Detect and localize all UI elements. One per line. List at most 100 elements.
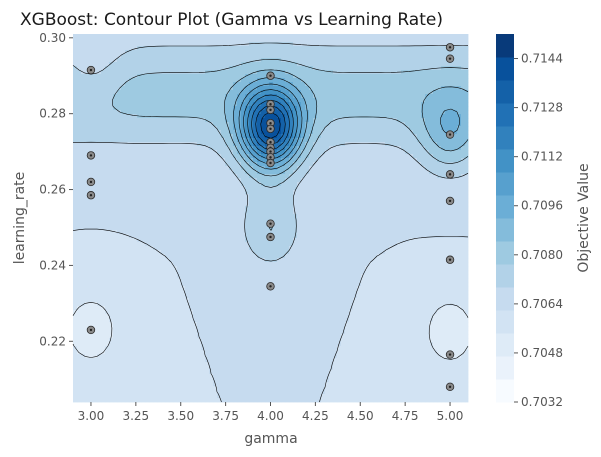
contour-cell bbox=[125, 278, 130, 283]
contour-cell bbox=[177, 346, 182, 351]
contour-cell bbox=[73, 354, 78, 359]
contour-cell bbox=[161, 38, 166, 43]
contour-cell bbox=[141, 398, 146, 403]
contour-cell bbox=[77, 154, 82, 159]
contour-cell bbox=[197, 210, 202, 215]
contour-cell bbox=[193, 354, 198, 359]
contour-cell bbox=[181, 298, 186, 303]
contour-cell bbox=[141, 122, 146, 127]
contour-cell bbox=[157, 262, 162, 267]
contour-cell bbox=[245, 278, 250, 283]
contour-cell bbox=[77, 82, 82, 87]
contour-cell bbox=[129, 106, 134, 111]
contour-cell bbox=[221, 114, 226, 119]
contour-cell bbox=[157, 130, 162, 135]
contour-cell bbox=[141, 202, 146, 207]
contour-cell bbox=[189, 226, 194, 231]
contour-cell bbox=[185, 170, 190, 175]
contour-cell bbox=[169, 66, 174, 71]
contour-cell bbox=[261, 98, 266, 103]
contour-cell bbox=[161, 98, 166, 103]
contour-cell bbox=[197, 126, 202, 131]
contour-cell bbox=[113, 354, 118, 359]
contour-cell bbox=[241, 134, 246, 139]
contour-cell bbox=[77, 222, 82, 227]
contour-cell bbox=[185, 154, 190, 159]
contour-cell bbox=[201, 270, 206, 275]
contour-cell bbox=[257, 134, 262, 139]
contour-cell bbox=[185, 162, 190, 167]
contour-cell bbox=[129, 258, 134, 263]
contour-cell bbox=[193, 346, 198, 351]
contour-cell bbox=[161, 186, 166, 191]
contour-cell bbox=[153, 34, 158, 39]
contour-cell bbox=[153, 182, 158, 187]
contour-cell bbox=[145, 322, 150, 327]
contour-cell bbox=[213, 354, 218, 359]
contour-cell bbox=[233, 94, 238, 99]
contour-cell bbox=[205, 326, 210, 331]
contour-cell bbox=[77, 182, 82, 187]
contour-cell bbox=[185, 106, 190, 111]
contour-cell bbox=[233, 390, 238, 395]
contour-cell bbox=[141, 90, 146, 95]
contour-cell bbox=[161, 206, 166, 211]
contour-cell bbox=[181, 370, 186, 375]
contour-cell bbox=[177, 130, 182, 135]
contour-cell bbox=[117, 98, 122, 103]
contour-cell bbox=[217, 242, 222, 247]
contour-cell bbox=[213, 66, 218, 71]
contour-cell bbox=[249, 166, 254, 171]
contour-cell bbox=[169, 346, 174, 351]
contour-cell bbox=[249, 374, 254, 379]
contour-cell bbox=[77, 210, 82, 215]
contour-cell bbox=[193, 378, 198, 383]
contour-cell bbox=[277, 210, 282, 215]
contour-cell bbox=[217, 54, 222, 59]
contour-cell bbox=[285, 270, 290, 275]
contour-cell bbox=[161, 310, 166, 315]
contour-cell bbox=[121, 90, 126, 95]
contour-cell bbox=[229, 290, 234, 295]
contour-cell bbox=[225, 174, 230, 179]
contour-cell bbox=[201, 326, 206, 331]
contour-cell bbox=[125, 366, 130, 371]
contour-cell bbox=[193, 374, 198, 379]
contour-cell bbox=[129, 142, 134, 147]
contour-cell bbox=[285, 370, 290, 375]
contour-cell bbox=[149, 158, 154, 163]
contour-cell bbox=[285, 366, 290, 371]
contour-cell bbox=[161, 182, 166, 187]
contour-cell bbox=[277, 374, 282, 379]
contour-cell bbox=[173, 50, 178, 55]
contour-cell bbox=[93, 338, 98, 343]
contour-cell bbox=[233, 98, 238, 103]
contour-cell bbox=[137, 354, 142, 359]
contour-cell bbox=[181, 314, 186, 319]
contour-cell bbox=[289, 114, 294, 119]
contour-cell bbox=[277, 222, 282, 227]
contour-cell bbox=[225, 366, 230, 371]
contour-cell bbox=[89, 378, 94, 383]
contour-cell bbox=[201, 186, 206, 191]
contour-cell bbox=[209, 386, 214, 391]
contour-cell bbox=[233, 86, 238, 91]
contour-cell bbox=[113, 134, 118, 139]
contour-cell bbox=[105, 398, 110, 403]
contour-cell bbox=[145, 62, 150, 67]
contour-cell bbox=[73, 390, 78, 395]
contour-cell bbox=[249, 66, 254, 71]
contour-cell bbox=[217, 314, 222, 319]
contour-cell bbox=[157, 326, 162, 331]
contour-cell bbox=[85, 174, 90, 179]
contour-cell bbox=[81, 306, 86, 311]
contour-cell bbox=[77, 142, 82, 147]
contour-cell bbox=[281, 114, 286, 119]
contour-cell bbox=[101, 210, 106, 215]
contour-cell bbox=[229, 138, 234, 143]
contour-cell bbox=[77, 162, 82, 167]
contour-cell bbox=[217, 142, 222, 147]
contour-cell bbox=[149, 274, 154, 279]
contour-cell bbox=[89, 210, 94, 215]
contour-cell bbox=[113, 362, 118, 367]
